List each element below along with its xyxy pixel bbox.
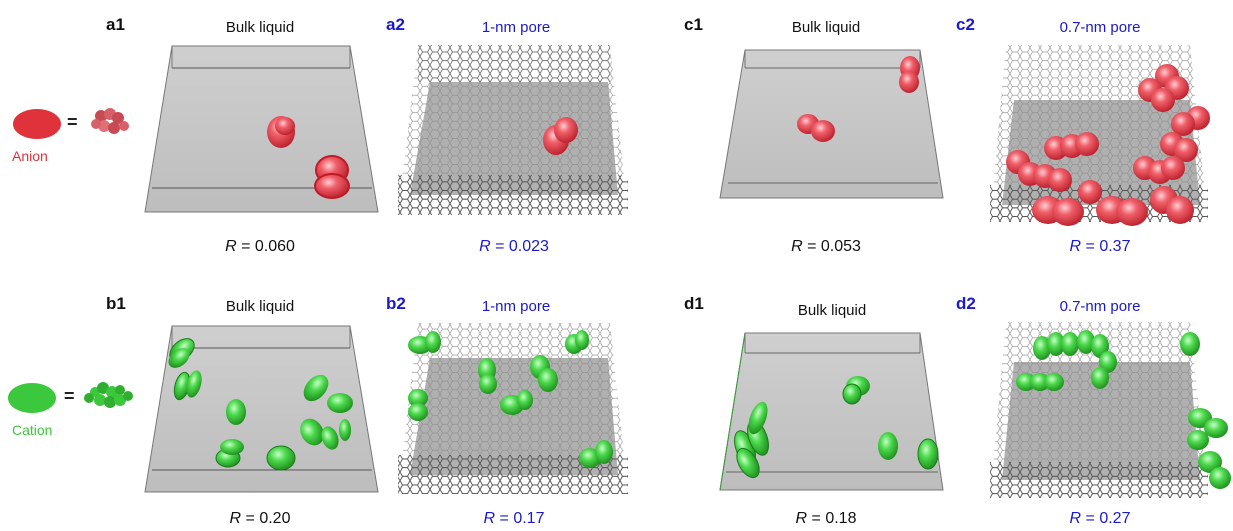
r-value-c2: R = 0.37	[1069, 238, 1131, 255]
panel-letter-c1: c1	[684, 15, 703, 34]
r-value-a1: R = 0.060	[225, 238, 295, 255]
panel-c1-anions	[797, 56, 920, 142]
panel-letter-d1: d1	[684, 294, 704, 313]
r-value-d2: R = 0.27	[1069, 510, 1131, 527]
panel-title-b2: 1-nm pore	[481, 298, 551, 315]
panel-a2-anions	[543, 117, 578, 155]
panel-d2-cations	[1016, 330, 1231, 489]
r-value-b2: R = 0.17	[483, 510, 545, 527]
r-value-d1: R = 0.18	[795, 510, 857, 527]
panel-title-a2: 1-nm pore	[481, 19, 551, 36]
panel-d2-pore	[990, 322, 1208, 498]
panel-letter-b1: b1	[106, 294, 126, 313]
panel-b2-cations	[408, 330, 613, 468]
panel-letter-c2: c2	[956, 15, 975, 34]
r-value-a2: R = 0.023	[479, 238, 549, 255]
panel-title-a1: Bulk liquid	[225, 19, 295, 36]
panel-b1-cations	[168, 338, 353, 471]
r-value-c1: R = 0.053	[791, 238, 861, 255]
panel-c2-anions	[1006, 64, 1210, 226]
panel-d1-cations	[734, 376, 939, 479]
panel-a1-anions	[267, 116, 350, 199]
panel-title-c2: 0.7-nm pore	[1059, 19, 1141, 36]
anion-label: Anion	[12, 148, 48, 164]
r-value-b1: R = 0.20	[229, 510, 291, 527]
anion-molecule-icon	[91, 108, 129, 134]
panel-letter-a1: a1	[106, 15, 125, 34]
panel-title-d2: 0.7-nm pore	[1059, 298, 1141, 315]
cation-molecule-icon	[84, 382, 133, 408]
panel-letter-a2: a2	[386, 15, 405, 34]
panel-letter-d2: d2	[956, 294, 976, 313]
panel-b1-box	[144, 325, 379, 493]
panel-letter-b2: b2	[386, 294, 406, 313]
panel-title-c1: Bulk liquid	[791, 19, 861, 36]
anion-equals-sign: =	[67, 112, 78, 132]
panel-title-d1: Bulk liquid	[797, 302, 867, 319]
panel-title-b1: Bulk liquid	[225, 298, 295, 315]
panel-a2-pore	[398, 45, 628, 215]
cation-label: Cation	[12, 422, 53, 438]
cation-legend-ellipse	[8, 383, 56, 413]
anion-legend-ellipse	[13, 109, 61, 139]
cation-equals-sign: =	[64, 386, 75, 406]
